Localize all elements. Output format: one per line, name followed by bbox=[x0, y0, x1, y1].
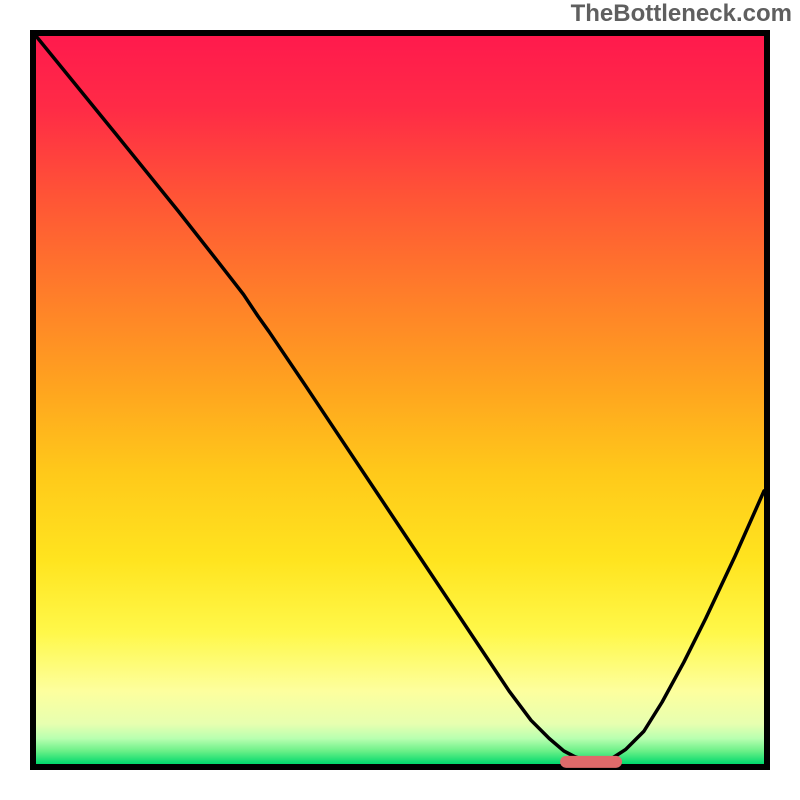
watermark-text: TheBottleneck.com bbox=[571, 0, 792, 28]
optimal-range-marker bbox=[561, 756, 623, 768]
chart-canvas: TheBottleneck.com bbox=[0, 0, 800, 800]
plot-area bbox=[30, 30, 770, 770]
gradient-background bbox=[36, 36, 764, 764]
plot-svg bbox=[36, 36, 764, 764]
